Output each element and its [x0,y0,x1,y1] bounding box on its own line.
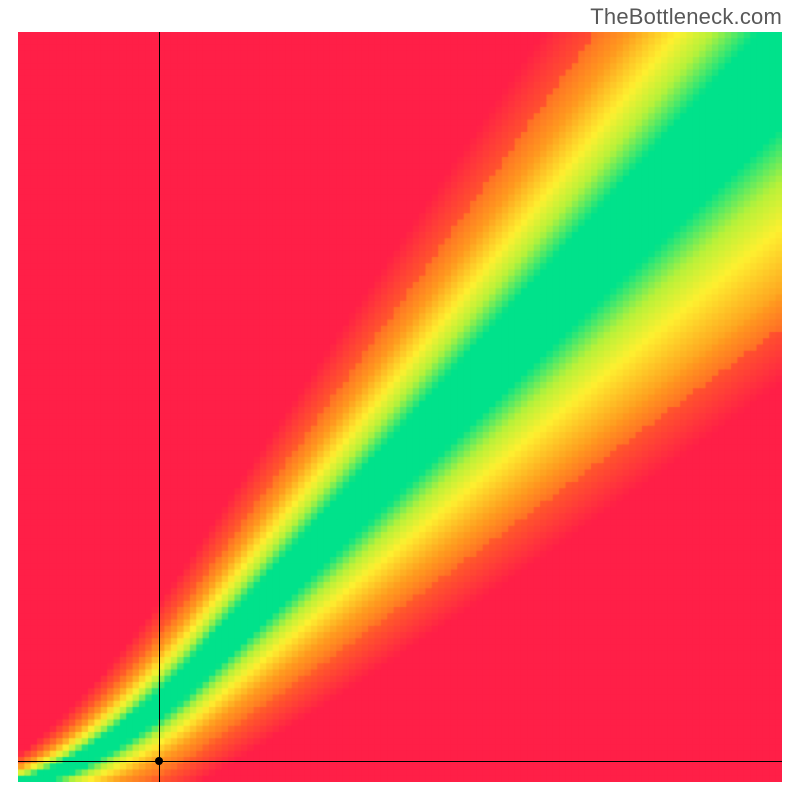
heatmap-plot [18,32,782,782]
crosshair-marker [155,757,163,765]
crosshair-horizontal [18,761,782,762]
crosshair-vertical [159,32,160,782]
watermark-label: TheBottleneck.com [590,4,782,30]
